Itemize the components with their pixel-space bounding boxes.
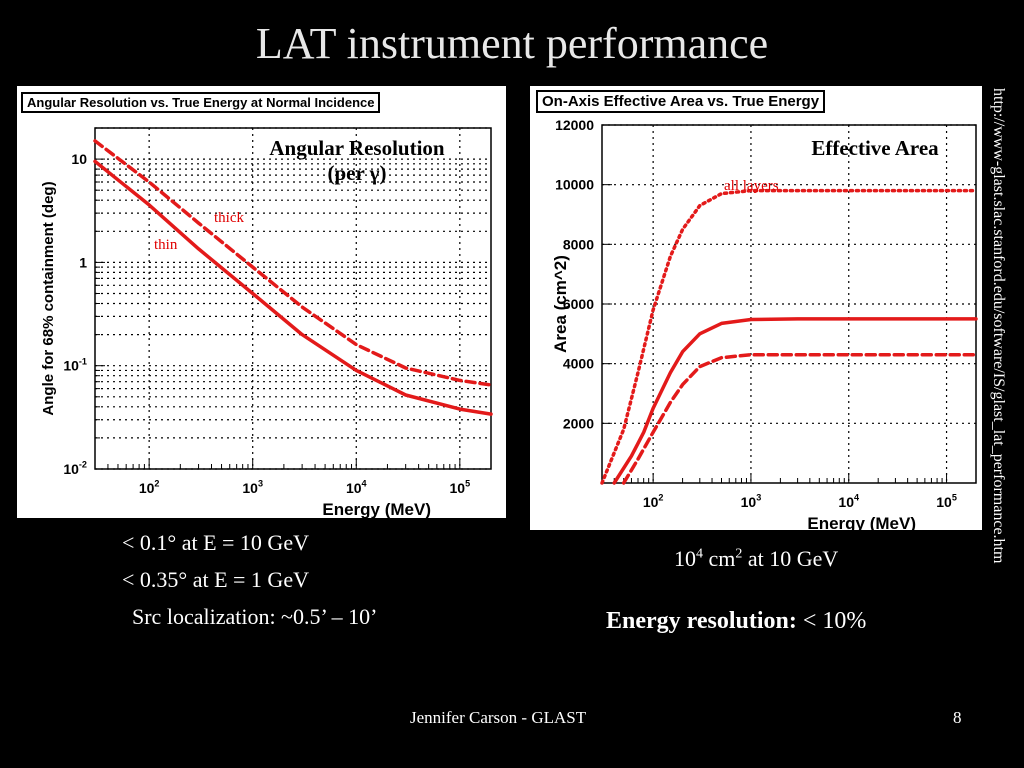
area-rest: at 10 GeV	[742, 546, 839, 571]
effective-area-panel: 102 103 104 105 2000 4000 6000 8000 10000 12000 En…	[530, 86, 982, 530]
y-axis-label: Angle for 68% containment (deg)	[40, 181, 57, 415]
all-layers-series-label: all layers	[724, 178, 779, 194]
angular-annotation-line1: Angular Resolution	[269, 136, 445, 160]
effective-area-annotation: Effective Area	[811, 136, 939, 160]
slide-title: LAT instrument performance	[255, 19, 769, 68]
y-axis-label: Area (cm^2)	[551, 255, 570, 353]
angular-stat-1: < 0.1° at E = 10 GeV	[122, 530, 309, 555]
x-tick-label: 105	[936, 493, 957, 510]
y-tick-label: 6000	[563, 296, 594, 312]
angular-resolution-title: Angular Resolution vs. True Energy at No…	[21, 92, 381, 113]
x-tick-label: 103	[242, 479, 263, 496]
x-tick-label: 104	[346, 479, 368, 496]
x-axis-label: Energy (MeV)	[322, 500, 431, 518]
y-tick-label: 10-2	[63, 460, 87, 477]
source-url-text[interactable]: http://www-glast.slac.stanford.edu/softw…	[990, 88, 1007, 564]
area-exp: 4	[696, 546, 703, 562]
y-tick-label: 2000	[563, 415, 594, 431]
y-tick-label: 10000	[555, 177, 594, 193]
angular-resolution-annotation: Angular Resolution (per γ)	[227, 136, 487, 186]
energy-resolution-value: < 10%	[796, 608, 867, 634]
area-unit-exp: 2	[735, 546, 743, 562]
x-tick-label: 102	[139, 479, 160, 496]
angular-resolution-panel: 102 103 104 105 10 1 10-1 10-2 Energy (MeV) Angle…	[17, 86, 506, 518]
series-line-thick	[93, 139, 493, 387]
y-tick-label: 1	[79, 254, 87, 270]
energy-resolution-label: Energy resolution:	[606, 608, 797, 634]
series-line-series-1	[612, 317, 978, 485]
effective-area-stat: 104 cm2 at 10 GeV	[674, 546, 838, 572]
angular-annotation-line2: (per γ)	[327, 161, 387, 185]
x-tick-label: 104	[838, 493, 860, 510]
energy-resolution-stat: Energy resolution: < 10%	[606, 608, 866, 635]
y-tick-label: 10-1	[63, 356, 87, 373]
series-line-series-2	[621, 352, 978, 485]
x-axis-label: Energy (MeV)	[807, 514, 916, 530]
angular-stat-2: < 0.35° at E = 1 GeV	[122, 567, 309, 592]
x-tick-label: 105	[450, 479, 471, 496]
angular-resolution-chart: 102 103 104 105 10 1 10-1 10-2 Energy (MeV) Angle…	[40, 127, 493, 518]
effective-area-title: On-Axis Effective Area vs. True Energy	[536, 90, 826, 113]
source-url[interactable]: http://www-glast.slac.stanford.edu/softw…	[985, 88, 1007, 678]
y-tick-label: 10	[71, 151, 87, 167]
page-number: 8	[953, 708, 962, 727]
y-tick-label: 4000	[563, 356, 594, 372]
series-line-all-layers	[600, 188, 978, 485]
x-tick-label: 102	[643, 493, 664, 510]
area-unit: cm	[703, 546, 736, 571]
localization-stat: Src localization: ~0.5’ – 10’	[132, 604, 378, 629]
x-tick-label: 103	[741, 493, 762, 510]
y-tick-label: 12000	[555, 117, 594, 133]
thick-series-label: thick	[214, 210, 244, 226]
y-tick-label: 8000	[563, 236, 594, 252]
area-base: 10	[674, 546, 696, 571]
effective-area-chart: 102 103 104 105 2000 4000 6000 8000 10000 12000 En…	[551, 117, 978, 530]
series-line-thin	[93, 159, 493, 416]
thin-series-label: thin	[154, 237, 178, 253]
footer-author: Jennifer Carson - GLAST	[410, 708, 587, 727]
